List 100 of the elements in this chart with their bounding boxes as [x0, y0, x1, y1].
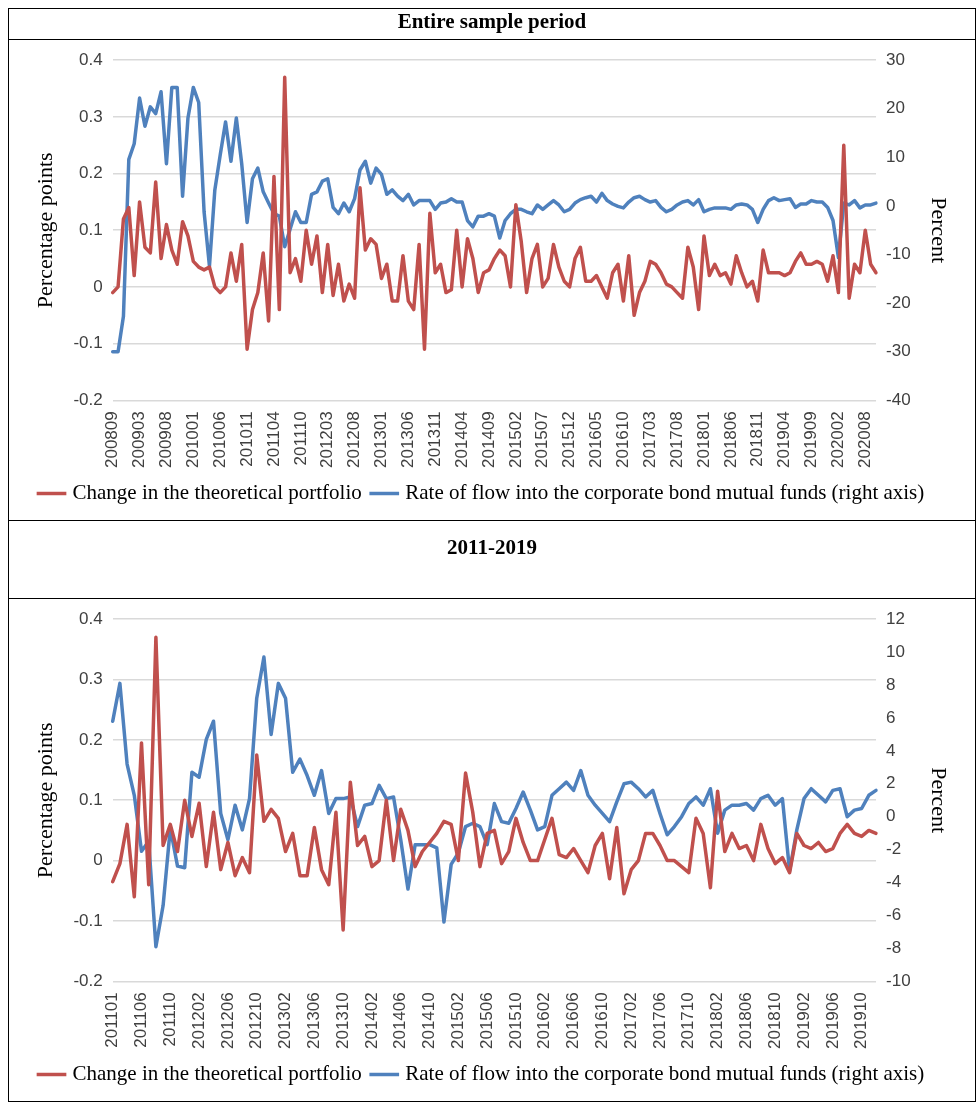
x-tick-label: 201906 [822, 992, 842, 1050]
y2-tick-label: 6 [886, 707, 896, 727]
y-tick-label: -0.2 [73, 970, 103, 990]
y2-tick-label: 8 [886, 674, 896, 694]
y-tick-label: 0.1 [79, 219, 103, 239]
y2-tick-label: 4 [886, 740, 896, 760]
x-tick-label: 201302 [275, 992, 295, 1050]
x-tick-label: 201512 [559, 411, 579, 469]
y2-tick-label: 10 [886, 147, 905, 167]
legend-label: Rate of flow into the corporate bond mutual funds (right axis) [405, 1061, 925, 1086]
x-tick-label: 201902 [793, 992, 813, 1050]
x-tick-label: 201310 [332, 992, 352, 1050]
x-tick-label: 201410 [419, 992, 439, 1050]
x-tick-label: 201810 [764, 992, 784, 1050]
x-tick-label: 201404 [451, 411, 471, 469]
x-tick-label: 201702 [620, 992, 640, 1050]
legend-label: Change in the theoretical portfolio [72, 1061, 362, 1086]
y-tick-label: 0.4 [79, 608, 103, 628]
x-tick-label: 200903 [129, 411, 149, 469]
x-tick-label: 201502 [448, 992, 468, 1050]
x-tick-label: 201203 [317, 411, 337, 469]
y-tick-label: 0.2 [79, 163, 103, 183]
y2-tick-label: -20 [886, 292, 911, 312]
y2-tick-label: 0 [886, 195, 896, 215]
y2-tick-label: 20 [886, 98, 905, 118]
x-tick-label: 201206 [217, 992, 237, 1050]
x-tick-label: 201402 [361, 992, 381, 1050]
y2-tick-label: -10 [886, 244, 911, 264]
x-tick-label: 201904 [774, 411, 794, 469]
x-tick-label: 201802 [707, 992, 727, 1050]
x-tick-label: 201110 [159, 992, 179, 1047]
x-tick-label: 200809 [102, 411, 122, 469]
y-tick-label: 0.3 [79, 669, 103, 689]
y2-tick-label: -10 [886, 970, 911, 990]
x-tick-label: 201202 [188, 992, 208, 1050]
y-tick-label: 0.1 [79, 789, 103, 809]
x-tick-label: 201610 [613, 411, 633, 469]
y2-tick-label: -40 [886, 389, 911, 409]
legend-label: Rate of flow into the corporate bond mutual funds (right axis) [405, 480, 925, 505]
x-tick-label: 201801 [693, 411, 713, 469]
x-tick-label: 201311 [424, 411, 444, 467]
x-tick-label: 201506 [476, 992, 496, 1050]
x-tick-label: 201708 [666, 411, 686, 469]
x-tick-label: 201001 [183, 411, 203, 469]
x-tick-label: 201710 [678, 992, 698, 1050]
y2-tick-label: 30 [886, 49, 905, 69]
x-tick-label: 201210 [246, 992, 266, 1050]
x-tick-label: 201306 [398, 411, 418, 469]
x-tick-label: 200908 [156, 411, 176, 469]
y-axis-title: Percentage points [31, 152, 57, 309]
x-tick-label: 201301 [371, 411, 391, 469]
x-tick-label: 202002 [828, 411, 848, 469]
x-tick-label: 201706 [649, 992, 669, 1050]
y-tick-label: 0.3 [79, 106, 103, 126]
y2-tick-label: 2 [886, 773, 896, 793]
x-tick-label: 201104 [263, 411, 283, 467]
x-tick-label: 201011 [236, 411, 256, 467]
y2-tick-label: -8 [886, 938, 902, 958]
x-tick-label: 201110 [290, 411, 310, 466]
chart-title: 2011-2019 [9, 521, 975, 599]
x-tick-label: 201909 [801, 411, 821, 469]
y2-axis-title: Percent [927, 767, 953, 834]
x-tick-label: 201406 [390, 992, 410, 1050]
y2-tick-label: 0 [886, 806, 896, 826]
chart-title: Entire sample period [9, 9, 975, 40]
x-tick-label: 201006 [209, 411, 229, 469]
legend-label: Change in the theoretical portfolio [72, 480, 362, 505]
y-tick-label: 0 [93, 276, 103, 296]
x-tick-label: 201606 [563, 992, 583, 1050]
x-tick-label: 201409 [478, 411, 498, 469]
x-tick-label: 201306 [304, 992, 324, 1050]
x-tick-label: 201106 [131, 992, 151, 1048]
y-tick-label: -0.1 [73, 910, 103, 930]
x-tick-label: 201703 [639, 411, 659, 469]
y-tick-label: -0.1 [73, 333, 103, 353]
y-tick-label: 0 [93, 850, 103, 870]
x-tick-label: 201806 [736, 992, 756, 1050]
y2-tick-label: 10 [886, 641, 905, 661]
x-tick-label: 201910 [851, 992, 871, 1050]
x-tick-label: 202008 [854, 411, 874, 469]
x-tick-label: 201806 [720, 411, 740, 469]
y2-tick-label: -2 [886, 839, 902, 859]
y-tick-label: 0.2 [79, 729, 103, 749]
y2-tick-label: -4 [886, 872, 902, 892]
x-tick-label: 201610 [592, 992, 612, 1050]
y-axis-title: Percentage points [31, 722, 57, 879]
y2-tick-label: -30 [886, 341, 911, 361]
x-tick-label: 201208 [344, 411, 364, 469]
x-tick-label: 201507 [532, 411, 552, 469]
x-tick-label: 201602 [534, 992, 554, 1050]
x-tick-label: 201510 [505, 992, 525, 1050]
x-tick-label: 201811 [747, 411, 767, 467]
y-tick-label: 0.4 [79, 49, 103, 69]
y-tick-label: -0.2 [73, 389, 103, 409]
y2-tick-label: -6 [886, 905, 902, 925]
x-tick-label: 201502 [505, 411, 525, 469]
x-tick-label: 201101 [102, 992, 122, 1048]
y2-tick-label: 12 [886, 608, 905, 628]
y2-axis-title: Percent [927, 197, 953, 264]
x-tick-label: 201605 [586, 411, 606, 469]
